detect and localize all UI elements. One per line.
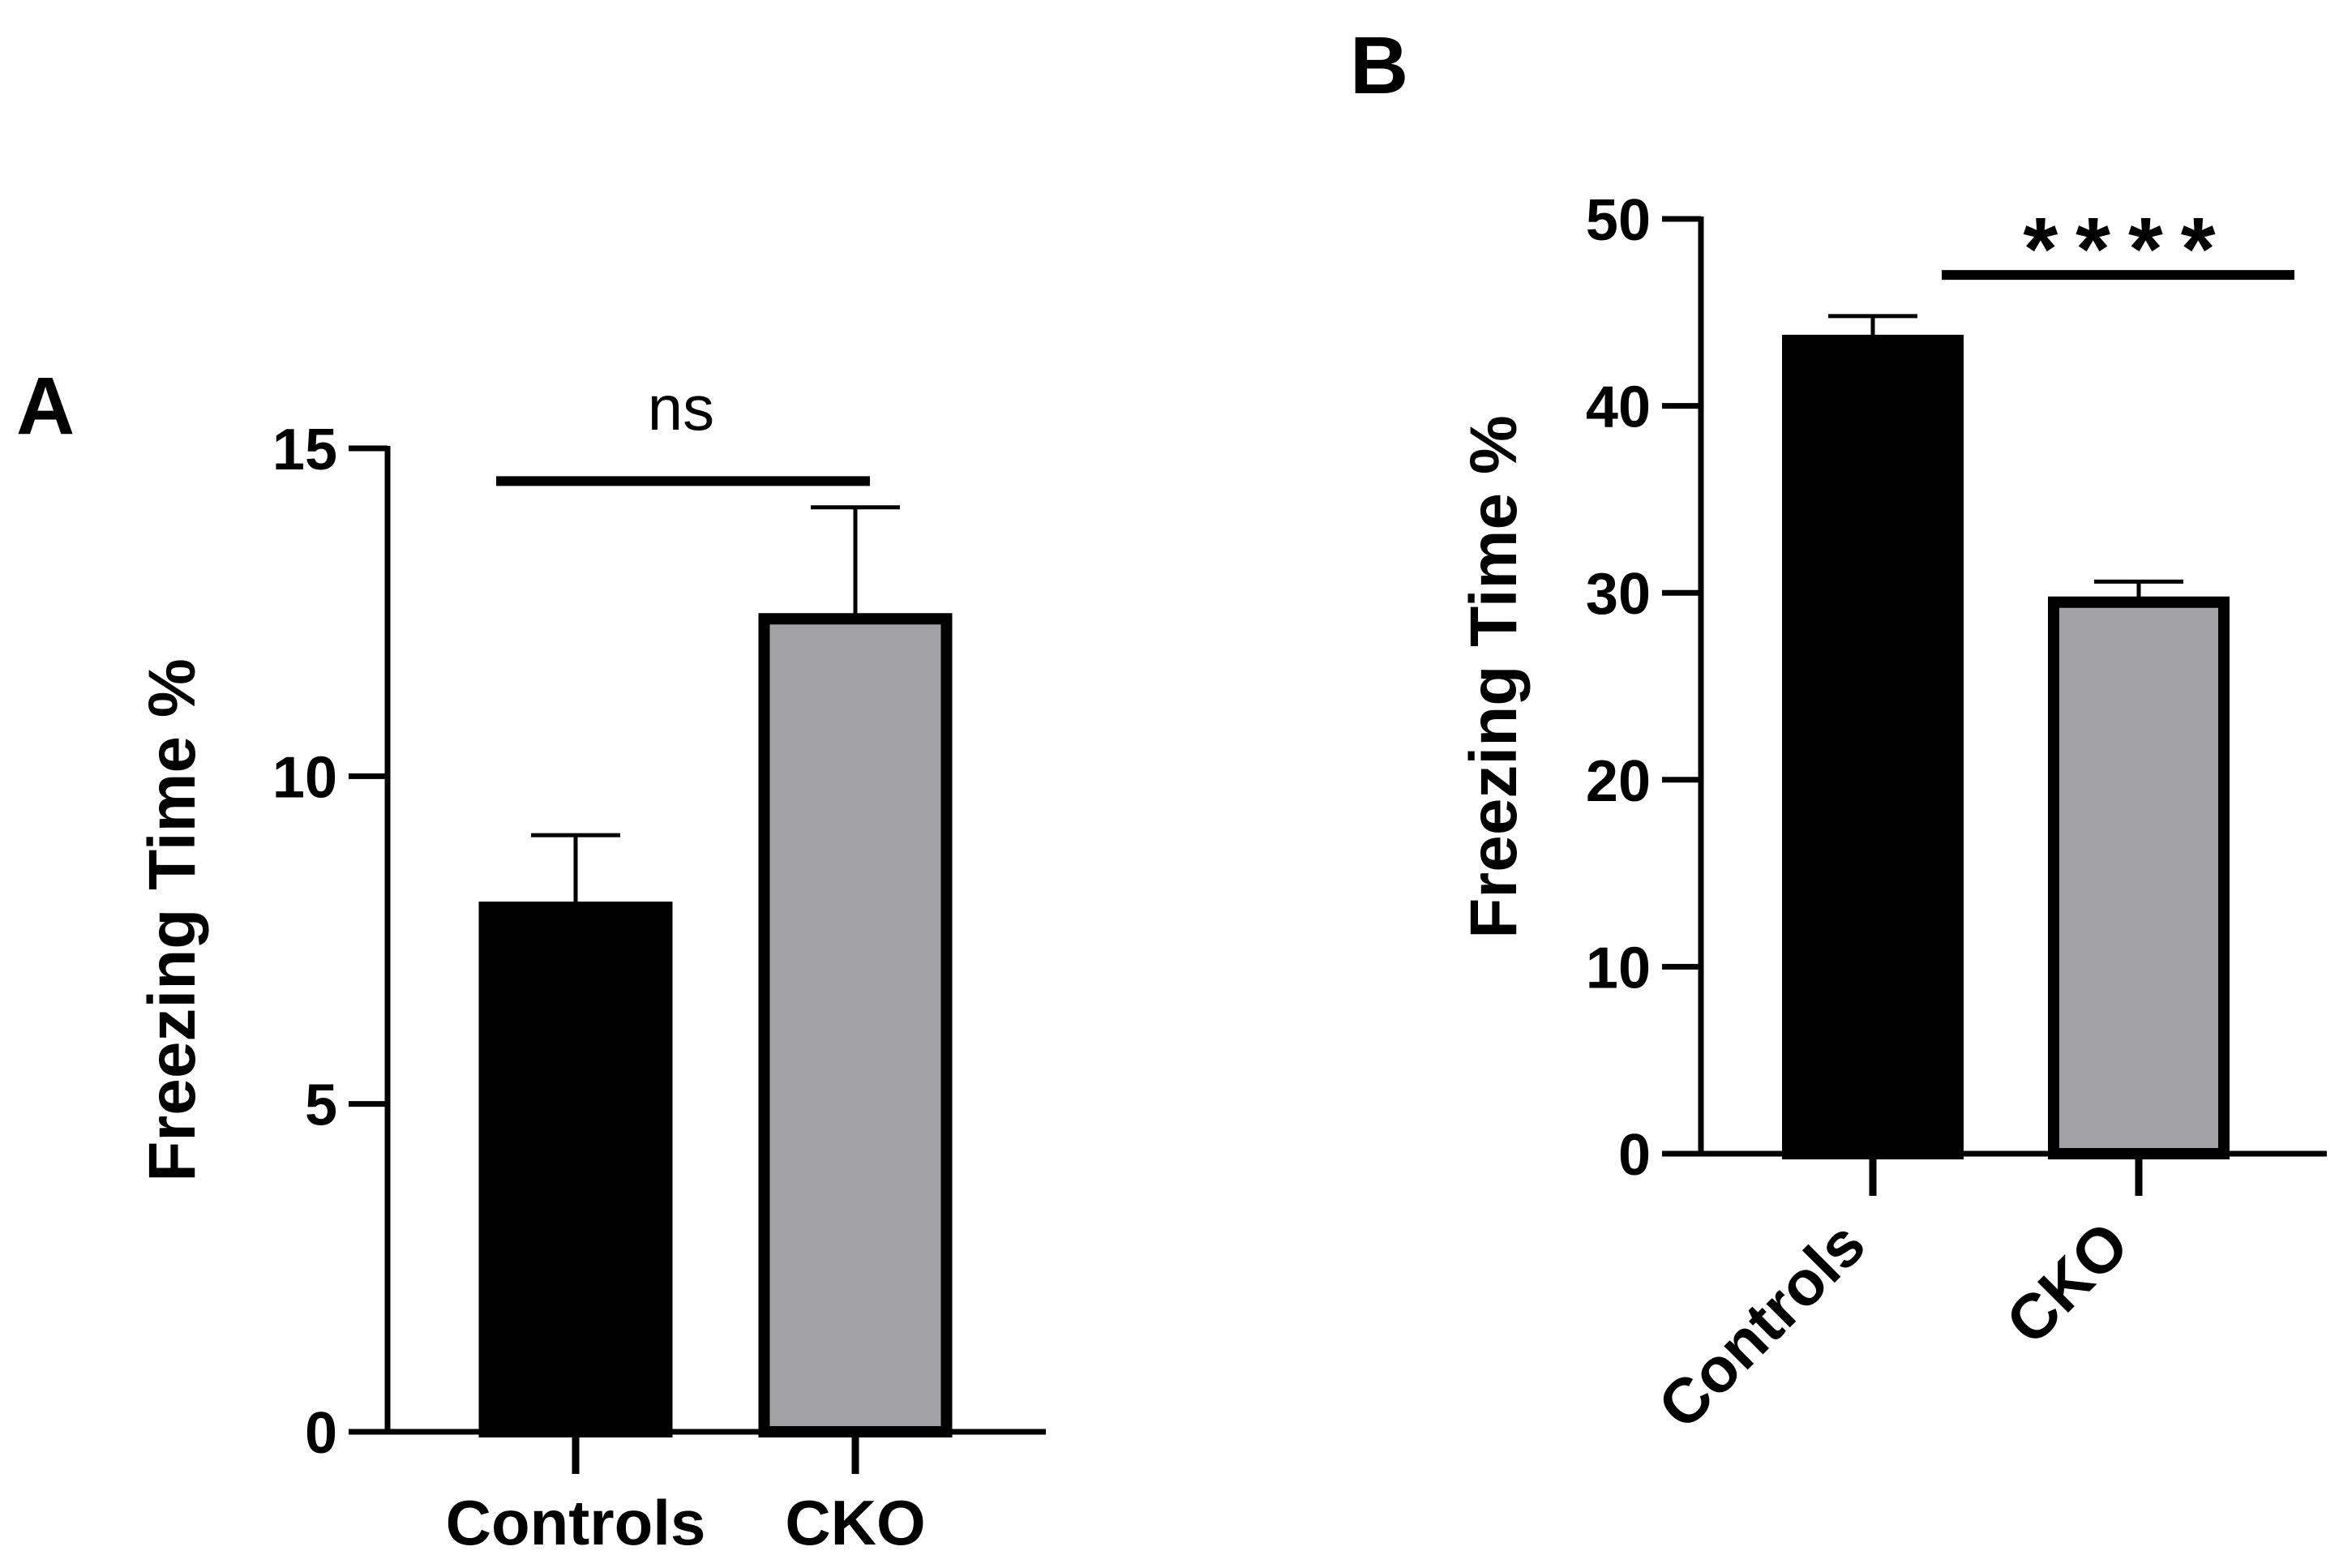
panel-b-ytick-label: 40 xyxy=(1586,375,1651,440)
panel-a-marks xyxy=(349,445,1046,1474)
panel-b-xtick-label-cko: CKO xyxy=(1992,1208,2142,1358)
panel-b-y-axis-title: Freezing Time % xyxy=(1457,415,1531,939)
panel-b-ytick-label: 10 xyxy=(1586,936,1651,1000)
panel-b-ytick-label: 50 xyxy=(1586,188,1651,253)
panel-a-bar-cko xyxy=(758,613,953,1437)
panel-a-xtick-label-controls: Controls xyxy=(446,1487,706,1558)
panel-b-y-ticks: 0 10 20 30 40 50 xyxy=(1586,188,1651,1188)
panel-a-bar-controls xyxy=(478,902,673,1437)
panel-a-label: A xyxy=(16,361,75,452)
panel-b-significance-label: **** xyxy=(2023,199,2233,299)
panel-a-ytick-label: 0 xyxy=(305,1401,337,1466)
panel-b-bar-cko xyxy=(2048,596,2230,1159)
panel-a-ytick-label: 15 xyxy=(272,418,337,482)
panel-b: B Freezing Time % 0 10 20 30 40 50 Contr… xyxy=(1350,20,2327,1442)
panel-a-y-ticks: 0 5 10 15 xyxy=(272,418,337,1466)
panel-b-ytick-label: 0 xyxy=(1618,1123,1651,1188)
panel-b-label: B xyxy=(1350,20,1408,111)
panel-a-xtick-label-cko: CKO xyxy=(785,1487,925,1558)
panel-a-y-axis-title: Freezing Time % xyxy=(135,658,209,1182)
panel-b-ytick-label: 30 xyxy=(1586,562,1651,627)
panel-b-ytick-label: 20 xyxy=(1586,749,1651,814)
panel-b-xtick-label-controls: Controls xyxy=(1644,1208,1878,1442)
panel-a-ytick-label: 10 xyxy=(272,745,337,810)
panel-a: A Freezing Time % 0 5 10 15 Controls CKO… xyxy=(16,361,1046,1558)
panel-a-significance-label: ns xyxy=(648,372,714,443)
panel-a-ytick-label: 5 xyxy=(305,1073,337,1138)
panel-b-bar-controls xyxy=(1782,334,1964,1159)
panel-b-marks xyxy=(1662,216,2327,1196)
